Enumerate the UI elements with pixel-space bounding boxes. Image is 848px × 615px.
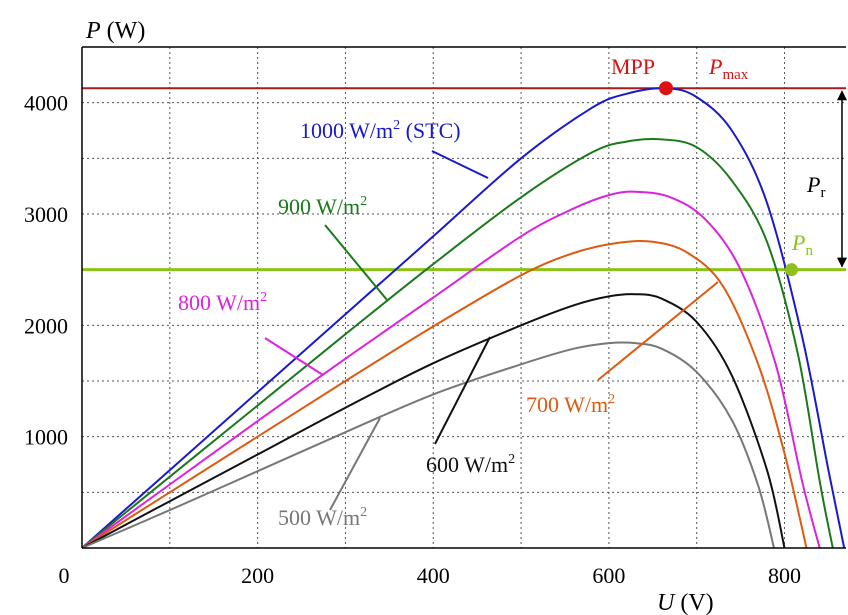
series-label-2: 800 W/m2 <box>178 290 267 315</box>
pointer-line-5 <box>329 417 381 511</box>
mpp-point <box>658 81 673 96</box>
y-tick-label: 4000 <box>24 91 68 116</box>
series-line-3 <box>81 239 808 549</box>
x-tick-label: 400 <box>417 563 450 588</box>
series-label-4: 600 W/m2 <box>426 452 515 477</box>
pointer-line-1 <box>324 224 388 301</box>
y-tick-label: 1000 <box>24 425 68 450</box>
series-label-0: 1000 W/m2 (STC) <box>300 118 461 143</box>
axes: P (W) U (V) <box>81 18 846 615</box>
pointer-line-3 <box>597 281 719 381</box>
annotations: MPP Pmax Pn Pr <box>611 54 847 277</box>
pointer-line-0 <box>431 150 489 179</box>
label-pointers <box>264 150 719 511</box>
curves <box>81 87 846 549</box>
mpp-label: MPP <box>611 54 655 79</box>
series-line-5 <box>81 341 775 549</box>
pn-point <box>785 263 799 277</box>
series-line-4 <box>81 293 786 549</box>
series-label-3: 700 W/m2 <box>526 392 615 417</box>
pmax-label: Pmax <box>708 54 749 83</box>
series-line-2 <box>81 190 821 549</box>
y-tick-label: 3000 <box>24 202 68 227</box>
pn-label: Pn <box>791 230 813 259</box>
pr-arrow-up <box>837 90 847 101</box>
y-tick-label: 2000 <box>24 313 68 338</box>
pr-label: Pr <box>806 172 825 201</box>
series-label-5: 500 W/m2 <box>278 505 367 530</box>
series-line-1 <box>81 138 834 549</box>
x-tick-label: 0 <box>59 563 70 588</box>
series-labels: 1000 W/m2 (STC) 900 W/m2 800 W/m2 700 W/m2 6… <box>178 118 615 530</box>
x-tick-label: 800 <box>768 563 801 588</box>
x-axis-title: U (V) <box>657 590 714 615</box>
x-tick-label: 200 <box>241 563 274 588</box>
tick-labels: 0 200 400 600 800 1000 2000 3000 4000 <box>24 91 801 588</box>
series-label-1: 900 W/m2 <box>278 194 367 219</box>
pr-arrow-down <box>837 257 847 268</box>
y-axis-title: P (W) <box>85 18 145 44</box>
series-line-0 <box>81 87 846 549</box>
pointer-line-4 <box>434 336 491 445</box>
reference-lines <box>82 87 846 272</box>
x-tick-label: 600 <box>592 563 625 588</box>
pointer-line-2 <box>264 337 324 376</box>
